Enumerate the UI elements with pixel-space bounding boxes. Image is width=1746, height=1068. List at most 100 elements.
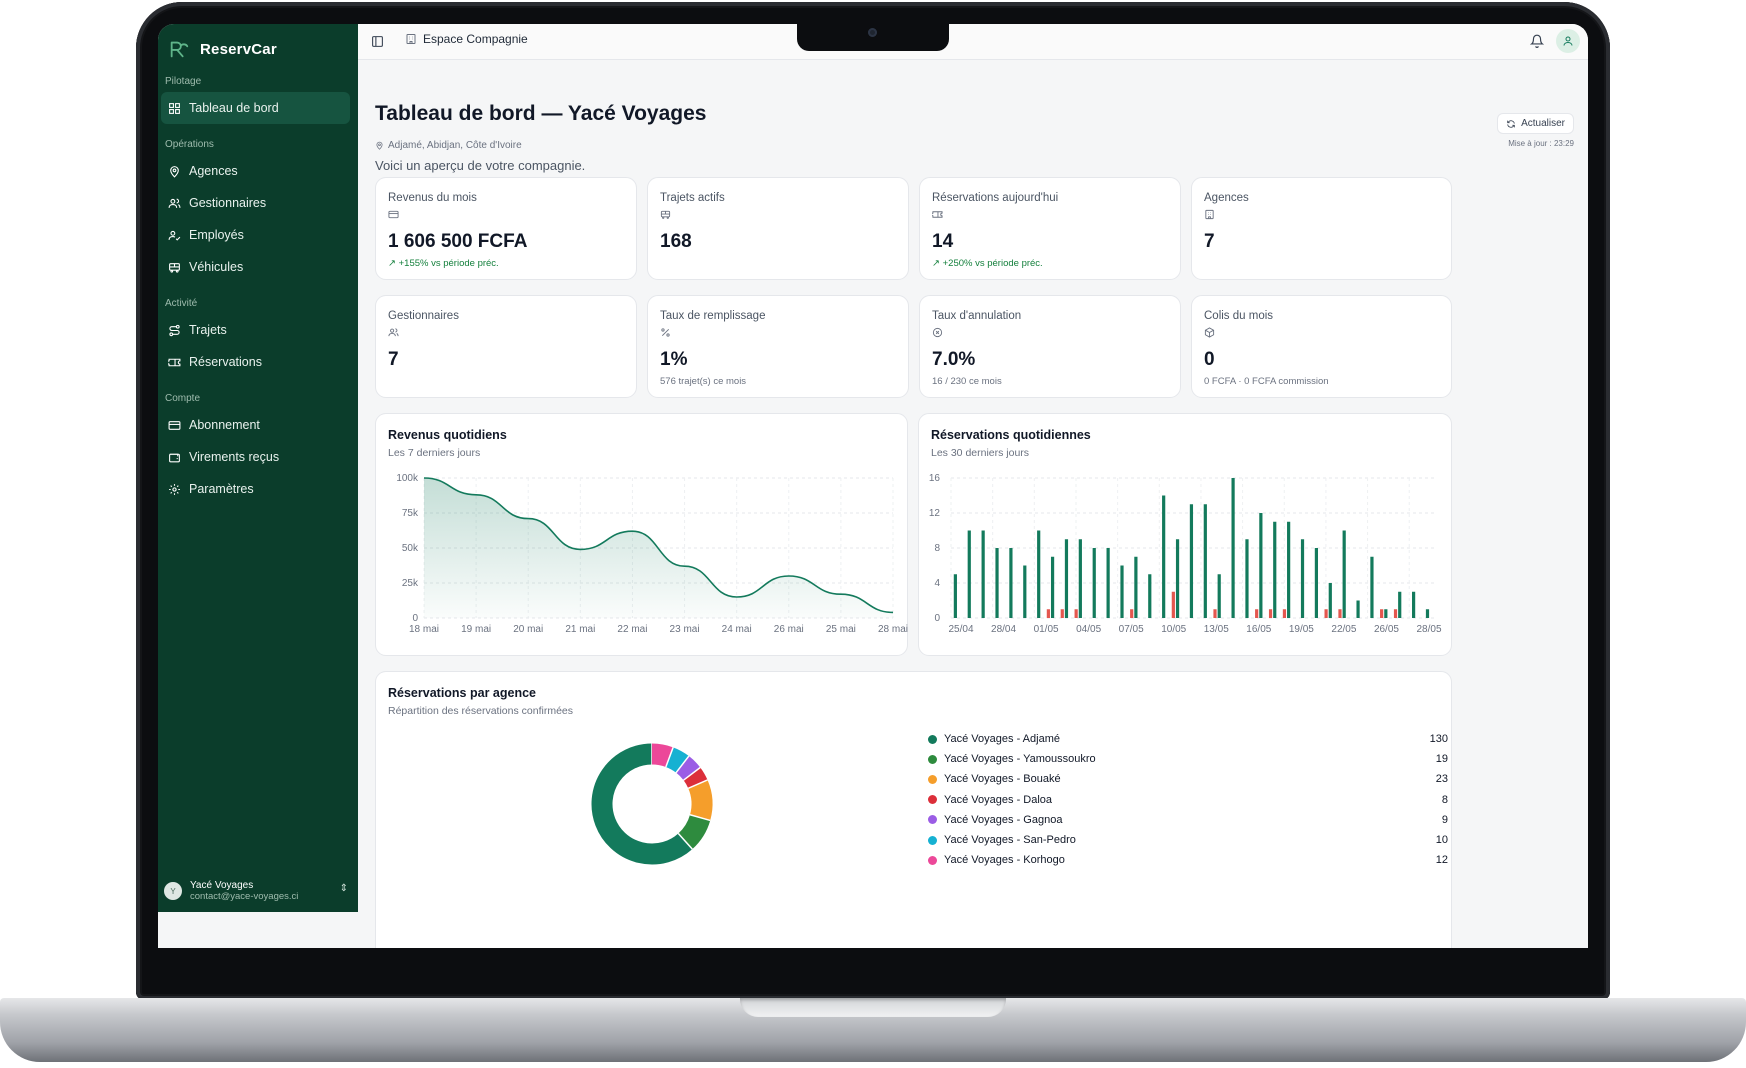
bus-icon — [169, 262, 180, 273]
profile-avatar[interactable] — [1556, 29, 1580, 53]
x-tick-label: 04/05 — [1076, 624, 1101, 635]
legend-value: 19 — [1435, 753, 1448, 766]
sidebar: ReservCar Pilotage Tableau de bord Opéra… — [158, 24, 358, 912]
bell-icon[interactable] — [1530, 34, 1544, 48]
user-menu[interactable]: Y Yacé Voyages contact@yace-voyages.ci ⇕ — [164, 877, 354, 905]
bar-confirmed — [1398, 591, 1402, 618]
ticket-icon — [932, 211, 943, 218]
y-tick-label: 75k — [402, 508, 419, 519]
revenue-chart-card: Revenus quotidiens Les 7 derniers jours … — [375, 413, 908, 656]
credit-card-icon — [388, 210, 399, 219]
bar-confirmed — [1037, 530, 1041, 618]
stat-value: 7 — [1204, 231, 1215, 252]
y-tick-label: 12 — [929, 508, 941, 519]
sidebar-item-dashboard[interactable]: Tableau de bord — [161, 92, 350, 124]
legend-item[interactable]: Yacé Voyages - Daloa 8 — [928, 792, 1448, 808]
bar-confirmed — [967, 530, 971, 618]
legend-swatch — [928, 815, 937, 825]
user-icon — [1563, 36, 1573, 46]
sidebar-item-gestionnaires[interactable]: Gestionnaires — [161, 187, 350, 219]
bar-confirmed — [1148, 574, 1152, 618]
route-icon — [169, 324, 180, 336]
sidebar-item-employes[interactable]: Employés — [161, 219, 350, 251]
wallet-icon — [169, 453, 180, 462]
stat-sub: 0 FCFA · 0 FCFA commission — [1204, 376, 1329, 387]
bar-cancelled — [1074, 609, 1078, 618]
bar-confirmed — [1356, 600, 1360, 618]
sidebar-item-vehicules[interactable]: Véhicules — [161, 251, 350, 283]
bar-cancelled — [1393, 609, 1398, 618]
bar-confirmed — [1412, 591, 1416, 618]
legend-item[interactable]: Yacé Voyages - Adjamé 130 — [928, 731, 1448, 747]
slice-divider — [687, 779, 708, 789]
x-tick-label: 19/05 — [1289, 624, 1314, 635]
bar-confirmed — [1162, 495, 1166, 618]
main-content: Tableau de bord — Yacé Voyages Adjamé, A… — [358, 60, 1588, 948]
sidebar-item-label: Agences — [189, 164, 238, 178]
bar-confirmed — [1342, 530, 1346, 618]
map-pin-icon — [376, 141, 383, 150]
stat-label: Gestionnaires — [388, 310, 459, 322]
legend-item[interactable]: Yacé Voyages - Korhogo 12 — [928, 852, 1448, 868]
revenue-line-chart: 100k 75k 50k 25k 018 mai 19 mai 20 mai 21 mai 22… — [396, 473, 908, 635]
legend-item[interactable]: Yacé Voyages - Gagnoa 9 — [928, 812, 1448, 828]
bar-confirmed — [1384, 609, 1388, 618]
legend-item[interactable]: Yacé Voyages - San-Pedro 10 — [928, 832, 1448, 848]
y-tick-label: 16 — [929, 473, 941, 484]
stat-card-gestionnaires[interactable]: Gestionnaires 7 — [375, 295, 637, 398]
legend-item[interactable]: Yacé Voyages - Bouaké 23 — [928, 771, 1448, 787]
stat-card-reservations[interactable]: Réservations aujourd'hui 14 ↗ +250% vs p… — [919, 177, 1181, 280]
sidebar-item-virements[interactable]: Virements reçus — [161, 441, 350, 473]
donut-slice — [683, 767, 708, 789]
stat-card-remplissage[interactable]: Taux de remplissage 1% 576 trajet(s) ce … — [647, 295, 909, 398]
refresh-button[interactable]: Actualiser — [1497, 113, 1574, 134]
sidebar-item-abonnement[interactable]: Abonnement — [161, 409, 350, 441]
donut-slice — [591, 743, 693, 865]
legend-label: Yacé Voyages - Yamoussoukro — [944, 753, 1096, 766]
y-tick-label: 100k — [396, 473, 419, 484]
bar-confirmed — [981, 530, 985, 618]
slice-divider — [665, 747, 674, 768]
stat-card-trajets[interactable]: Trajets actifs 168 — [647, 177, 909, 280]
legend-item[interactable]: Yacé Voyages - Yamoussoukro 19 — [928, 751, 1448, 767]
stat-card-colis[interactable]: Colis du mois 0 0 FCFA · 0 FCFA commissi… — [1191, 295, 1452, 398]
stat-sub: 576 trajet(s) ce mois — [660, 376, 747, 387]
x-tick-label: 25 mai — [826, 624, 856, 635]
legend-swatch — [928, 754, 937, 764]
stat-label: Trajets actifs — [660, 192, 725, 204]
brand[interactable]: ReservCar — [168, 34, 277, 64]
stat-value: 14 — [932, 231, 954, 252]
donut-slice — [677, 814, 711, 850]
avatar: Y — [164, 882, 182, 900]
x-tick-label: 16/05 — [1246, 624, 1271, 635]
stat-card-annulation[interactable]: Taux d'annulation 7.0% 16 / 230 ce mois — [919, 295, 1181, 398]
sidebar-item-agences[interactable]: Agences — [161, 155, 350, 187]
sidebar-toggle-icon[interactable] — [371, 35, 384, 48]
stat-card-revenue[interactable]: Revenus du mois 1 606 500 FCFA ↗ +155% v… — [375, 177, 637, 280]
bar-confirmed — [1217, 574, 1221, 618]
sidebar-item-reservations[interactable]: Réservations — [161, 346, 350, 378]
x-tick-label: 28 mai — [878, 624, 908, 635]
bar-confirmed — [1106, 548, 1110, 618]
legend-swatch — [928, 774, 937, 784]
sidebar-item-trajets[interactable]: Trajets — [161, 314, 350, 346]
stat-card-agences[interactable]: Agences 7 — [1191, 177, 1452, 280]
stat-trend: ↗ +250% vs période préc. — [932, 258, 1043, 269]
percent-icon — [661, 328, 670, 337]
legend-value: 10 — [1435, 834, 1448, 846]
slice-divider — [689, 814, 711, 822]
building-icon — [1205, 209, 1214, 220]
legend-swatch — [928, 835, 937, 845]
sidebar-item-label: Gestionnaires — [189, 196, 267, 210]
sidebar-item-parametres[interactable]: Paramètres — [161, 473, 350, 505]
x-tick-label: 22 mai — [617, 624, 647, 635]
breadcrumb-label: Espace Compagnie — [423, 32, 528, 46]
user-info: Yacé Voyages contact@yace-voyages.ci — [190, 880, 298, 902]
stat-value: 7 — [388, 349, 399, 370]
x-tick-label: 19 mai — [461, 624, 491, 635]
y-tick-label: 0 — [934, 613, 940, 624]
x-tick-label: 21 mai — [565, 624, 595, 635]
bar-cancelled — [1255, 609, 1259, 618]
x-tick-label: 25/04 — [948, 624, 973, 635]
bar-confirmed — [1287, 521, 1291, 618]
